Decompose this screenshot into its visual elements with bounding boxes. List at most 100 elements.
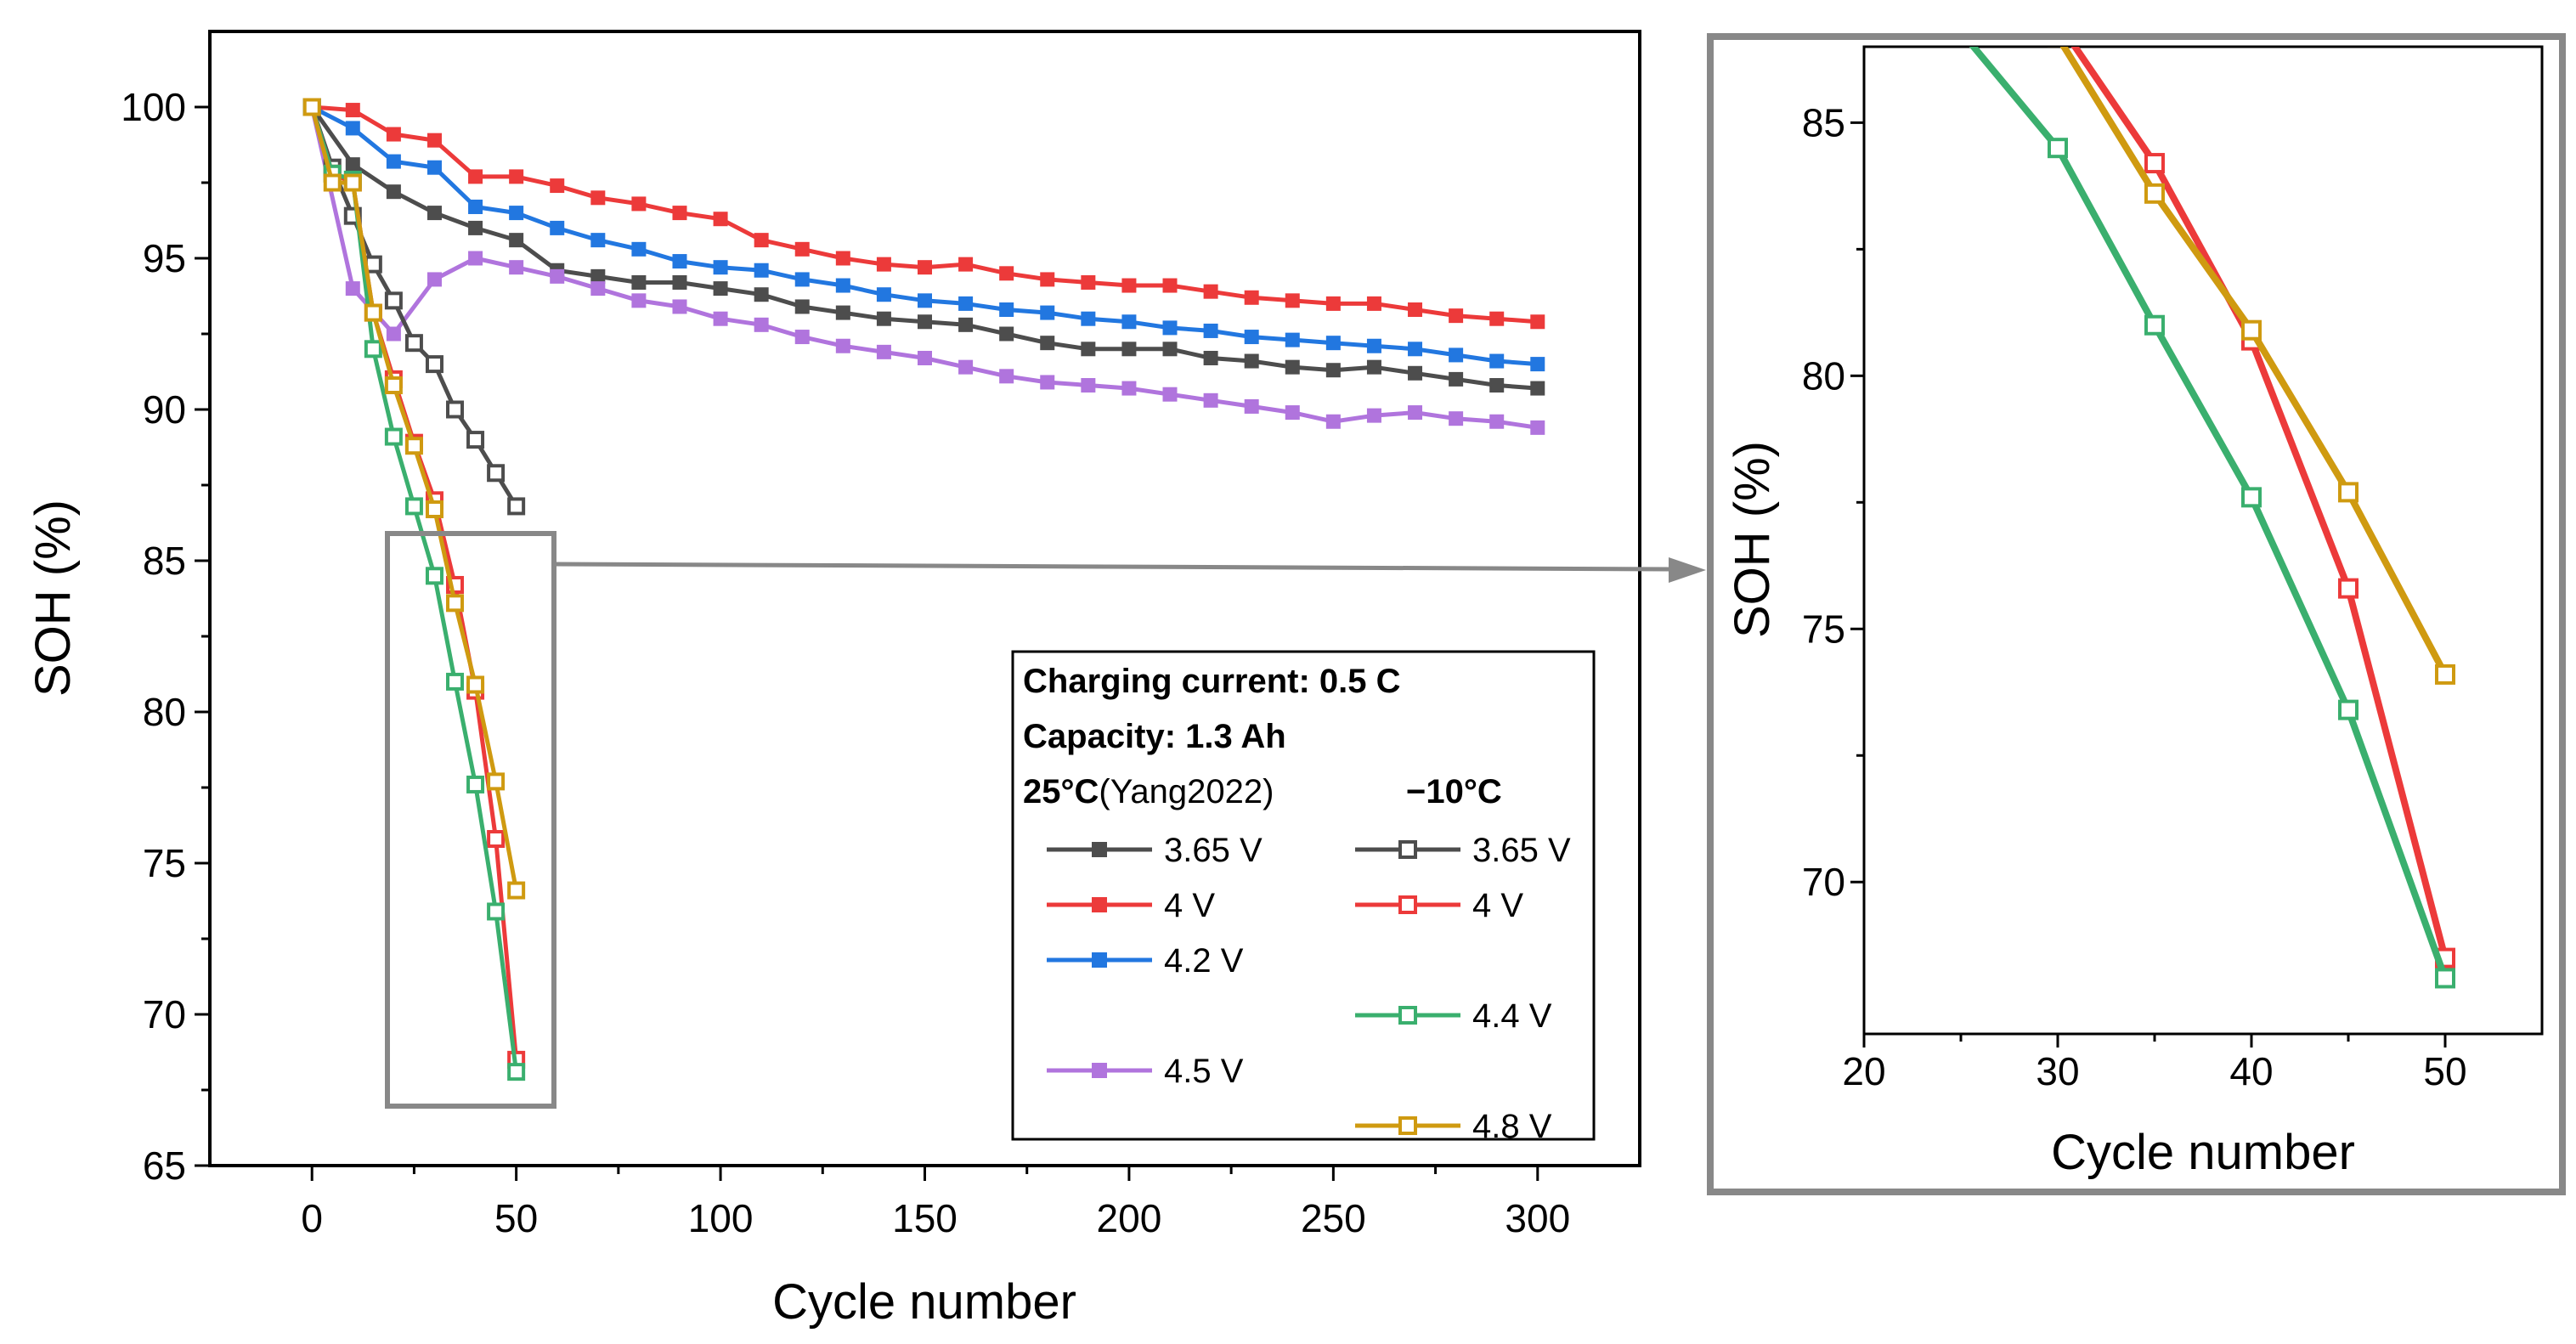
main-data-point-gray	[425, 355, 443, 374]
main-data-point-gray	[487, 464, 506, 483]
main-data-point-gray	[1449, 371, 1464, 387]
main-data-point-red	[1203, 284, 1218, 299]
main-data-point-red	[468, 169, 483, 184]
main-data-point-gray	[999, 326, 1014, 342]
main-data-point-purple	[1081, 378, 1096, 393]
inset-x-tick-label: 50	[2423, 1049, 2466, 1093]
main-data-point-red	[1081, 274, 1096, 290]
main-data-point-blue	[1285, 332, 1300, 347]
main-x-axis-title: Cycle number	[772, 1274, 1076, 1330]
main-data-point-red	[1408, 302, 1423, 318]
main-data-point-gray	[507, 497, 526, 516]
legend-entry-label: 3.65 V	[1164, 832, 1263, 869]
legend-sample-marker	[1092, 897, 1107, 912]
main-data-point-red	[345, 103, 360, 118]
main-chart: 0 50 100 150 200 250 300 65 70 75 80 85 90 95 100 Cycl…	[25, 30, 1641, 1330]
main-data-point-gray	[754, 287, 769, 302]
legend-sample-marker	[1092, 1063, 1107, 1078]
legend-header-25c-temp: 25°C	[1023, 773, 1099, 810]
main-data-point-blue	[1162, 320, 1178, 336]
main-y-tick-label: 70	[143, 992, 186, 1036]
inset-axis-ticks: 20 30 40 50 70 75 80 85	[1802, 100, 2467, 1093]
legend-title-current: Charging current: 0.5 C	[1023, 663, 1401, 700]
main-data-point-gray	[446, 400, 465, 419]
legend: Charging current: 0.5 C Capacity: 1.3 Ah…	[1011, 650, 1596, 1145]
main-data-point-red	[918, 260, 932, 275]
main-data-point-blue	[754, 263, 769, 278]
main-data-point-blue	[1408, 342, 1423, 357]
legend-sample-marker	[1398, 1006, 1417, 1025]
main-data-point-blue	[672, 254, 687, 269]
legend-sample-marker	[1092, 952, 1107, 968]
main-data-point-green	[404, 497, 423, 516]
zoom-region-box	[385, 531, 556, 1109]
legend-box	[1011, 650, 1596, 1141]
inset-data-point-gold	[2435, 664, 2455, 685]
inset-plot-frame	[1862, 45, 2544, 1036]
main-data-point-green	[507, 1063, 526, 1081]
main-data-point-purple	[999, 369, 1014, 384]
legend-header-minus10c: −10°C	[1406, 773, 1502, 810]
legend-entry-label: 4 V	[1472, 887, 1523, 924]
main-data-point-blue	[1040, 305, 1055, 320]
inset-data-point-red	[2338, 578, 2359, 599]
main-data-point-gray	[958, 317, 974, 332]
main-data-point-gray	[468, 220, 483, 235]
main-data-point-red	[1162, 278, 1178, 293]
main-data-point-blue	[550, 220, 565, 235]
main-data-point-green	[425, 567, 443, 585]
inset-series-line-green	[1969, 47, 2449, 980]
legend-entry-label: 3.65 V	[1472, 832, 1571, 869]
inset-series-line-red	[2070, 47, 2449, 959]
main-data-point-blue	[1325, 336, 1341, 351]
main-data-point-purple	[550, 268, 565, 284]
main-data-point-blue	[631, 241, 647, 257]
main-data-point-red	[631, 196, 647, 212]
main-x-tick-label: 50	[494, 1196, 538, 1240]
main-data-point-blue	[835, 278, 850, 293]
main-data-point-gray	[1366, 359, 1381, 375]
main-data-point-gray	[1325, 363, 1341, 378]
main-data-point-purple	[509, 260, 524, 275]
zoom-arrow-line	[553, 562, 1671, 572]
legend-entries: 3.65 V 3.65 V 4 V 4 V 4.2 V 4.4 V 4.5 V 4.8 V	[1047, 832, 1571, 1145]
main-data-point-red	[835, 251, 850, 266]
main-data-point-purple	[754, 317, 769, 332]
main-x-tick-label: 0	[301, 1196, 323, 1240]
main-data-point-gray	[1162, 342, 1178, 357]
main-data-point-red	[754, 233, 769, 248]
main-data-point-gray	[466, 431, 485, 449]
main-data-point-red	[386, 127, 401, 142]
inset-data-point-green	[2048, 138, 2068, 159]
main-x-tick-label: 200	[1097, 1196, 1162, 1240]
main-data-point-green	[446, 672, 465, 691]
main-data-point-gold	[343, 173, 362, 192]
main-data-point-purple	[794, 330, 810, 345]
main-data-point-gray	[1285, 359, 1300, 375]
main-data-point-gold	[487, 772, 506, 791]
main-data-point-gray	[590, 268, 606, 284]
main-data-point-purple	[386, 326, 401, 342]
main-data-point-purple	[1408, 405, 1423, 421]
main-data-point-gold	[507, 881, 526, 900]
main-data-point-blue	[1244, 330, 1259, 345]
main-data-point-gray	[1489, 378, 1505, 393]
inset-series-line-gold	[2059, 47, 2449, 676]
main-data-point-gray	[1081, 342, 1096, 357]
legend-title-capacity: Capacity: 1.3 Ah	[1023, 718, 1286, 755]
main-data-point-purple	[590, 281, 606, 296]
main-data-point-purple	[835, 338, 850, 353]
main-data-point-red	[1285, 293, 1300, 308]
main-y-axis-title: SOH (%)	[25, 500, 81, 697]
inset-data-point-green	[2338, 699, 2359, 720]
main-data-point-purple	[672, 299, 687, 314]
main-data-point-gray	[1121, 342, 1137, 357]
main-data-point-blue	[999, 302, 1014, 318]
legend-sample-marker	[1398, 840, 1417, 859]
main-data-point-red	[1366, 296, 1381, 311]
main-data-point-gray	[1530, 381, 1545, 396]
main-data-point-gray	[1244, 353, 1259, 369]
inset-series-group	[1969, 47, 2455, 989]
main-data-point-red	[876, 257, 891, 272]
